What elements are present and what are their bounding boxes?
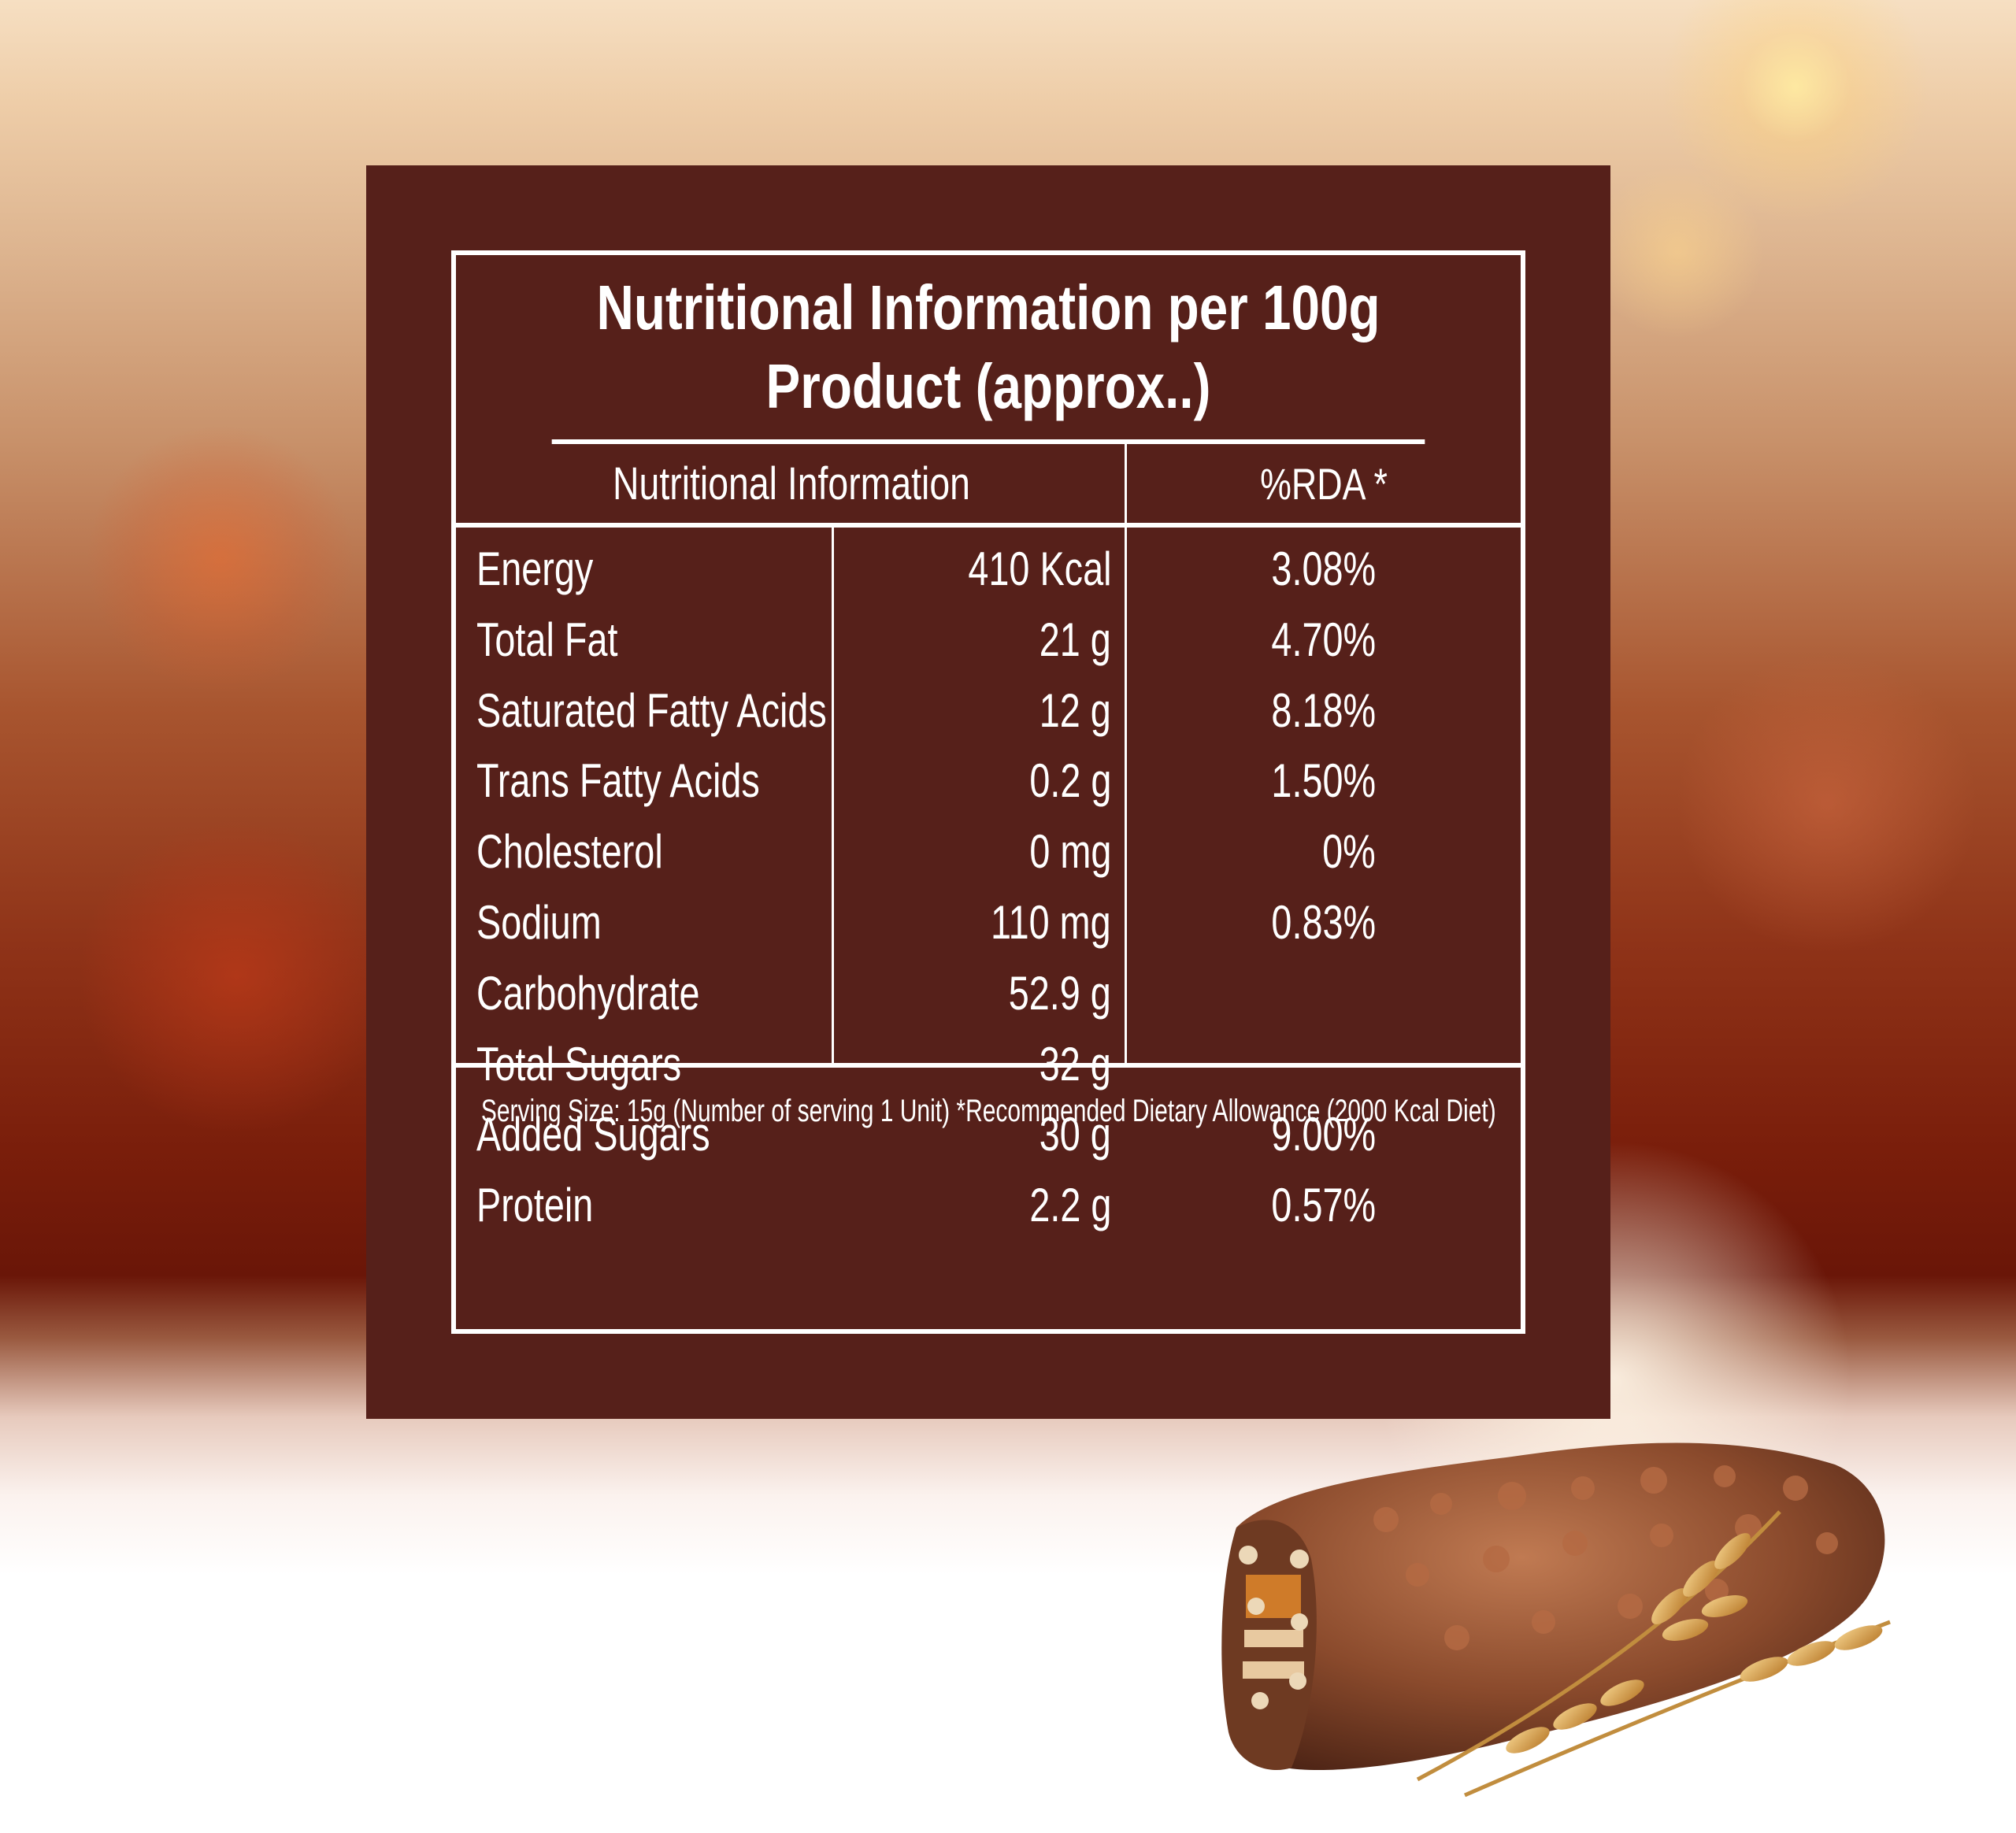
nutrient-rda: 1.50% (1271, 754, 1376, 808)
table-row: Saturated Fatty Acids 12 g 8.18% (456, 676, 1521, 746)
header-rda: %RDA * (1260, 458, 1388, 509)
table-row: Total Sugars 32 g (456, 1029, 1521, 1100)
nutrient-rda: 9.00% (1271, 1108, 1376, 1161)
table-title: Nutritional Information per 100g Product… (551, 255, 1425, 444)
nutrient-rda: 3.08% (1271, 542, 1376, 595)
nutrient-name: Carbohydrate (476, 966, 700, 1020)
nutrition-panel: Nutritional Information per 100g Product… (366, 165, 1610, 1419)
column-divider-amount (832, 528, 834, 1068)
chocolate-texture (1373, 1465, 1838, 1650)
nutrient-name: Protein (476, 1179, 594, 1232)
nutrient-name: Added Sugars (476, 1108, 710, 1161)
table-body: Energy 410 Kcal 3.08% Total Fat 21 g 4.70% Sat… (456, 528, 1521, 1231)
nutrient-amount: 21 g (1039, 613, 1111, 666)
nutrient-name: Total Fat (476, 613, 618, 666)
wafer-layer (1244, 1630, 1303, 1647)
nutrient-amount: 2.2 g (1028, 1179, 1111, 1232)
nutrient-name: Total Sugars (476, 1037, 682, 1091)
crisp-balls (1239, 1546, 1309, 1709)
nutrient-amount: 0 mg (1028, 825, 1111, 879)
table-row: Energy 410 Kcal 3.08% (456, 534, 1521, 605)
table-title-line-2: Product (approx..) (765, 351, 1211, 421)
nutrient-name: Saturated Fatty Acids (476, 683, 827, 737)
column-divider-rda (1125, 528, 1127, 1068)
nutrition-table: Nutritional Information per 100g Product… (451, 250, 1525, 1334)
chocolate-wafer-bar-image (1221, 1442, 1891, 1798)
nutrient-amount: 30 g (1039, 1108, 1111, 1161)
nutrient-rda: 8.18% (1271, 683, 1376, 737)
nutrient-name: Energy (476, 542, 594, 595)
nutrient-amount: 110 mg (991, 896, 1111, 949)
header-nutritional-information: Nutritional Information (613, 457, 970, 509)
table-row: Cholesterol 0 mg 0% (456, 817, 1521, 887)
table-row: Sodium 110 mg 0.83% (456, 887, 1521, 958)
footnote-text: Serving Size: 15g (Number of serving 1 U… (480, 1093, 1496, 1128)
nutrient-name: Sodium (476, 896, 602, 949)
nutrient-amount: 32 g (1039, 1037, 1111, 1091)
nutrient-rda: 0.83% (1271, 896, 1376, 949)
nutrient-amount: 0.2 g (1028, 754, 1111, 808)
nutrient-amount: 12 g (1039, 683, 1111, 737)
column-divider-header (1125, 444, 1127, 528)
nutrient-rda: 0.57% (1271, 1179, 1376, 1232)
nutrient-rda: 0% (1322, 825, 1376, 879)
table-row: Protein 2.2 g 0.57% (456, 1170, 1521, 1241)
nutrient-amount: 410 Kcal (967, 542, 1111, 595)
wafer-layer (1243, 1661, 1304, 1679)
table-header-row: Nutritional Information %RDA * (456, 444, 1521, 528)
serving-size-footnote: Serving Size: 15g (Number of serving 1 U… (456, 1068, 1521, 1154)
nutrient-rda: 4.70% (1271, 613, 1376, 666)
wheat-grains (1506, 1533, 1883, 1753)
table-row: Trans Fatty Acids 0.2 g 1.50% (456, 746, 1521, 817)
table-row: Added Sugars 30 g 9.00% (456, 1099, 1521, 1170)
table-title-line-1: Nutritional Information per 100g (596, 272, 1380, 343)
table-row: Carbohydrate 52.9 g (456, 958, 1521, 1029)
nutrient-name: Trans Fatty Acids (476, 754, 760, 808)
nutrient-name: Cholesterol (476, 825, 663, 879)
table-row: Total Fat 21 g 4.70% (456, 605, 1521, 676)
nutrient-amount: 52.9 g (1008, 966, 1111, 1020)
